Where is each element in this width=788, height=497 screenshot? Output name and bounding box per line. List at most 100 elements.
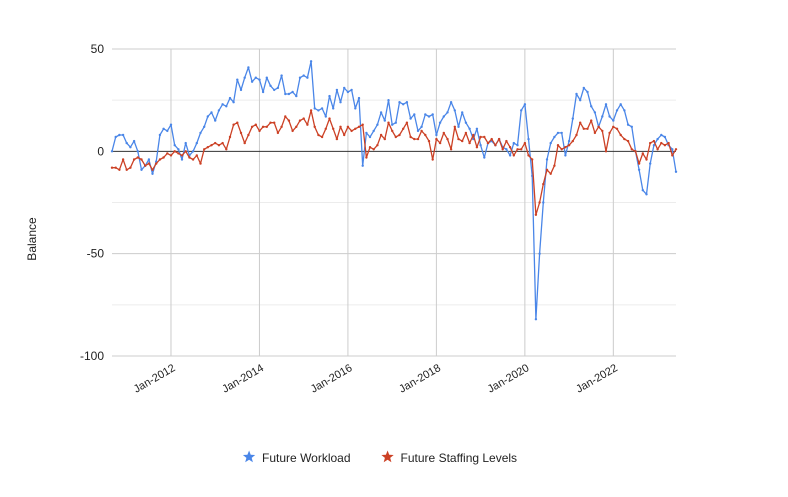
data-point bbox=[556, 131, 560, 135]
data-point bbox=[166, 129, 169, 133]
data-point bbox=[177, 148, 180, 151]
y-tick-label: -100 bbox=[80, 349, 104, 363]
data-point bbox=[520, 109, 523, 112]
data-point bbox=[416, 129, 420, 133]
data-point bbox=[191, 150, 195, 153]
data-point bbox=[538, 252, 541, 255]
data-point bbox=[516, 148, 519, 151]
data-point bbox=[534, 213, 538, 216]
data-point bbox=[453, 125, 456, 128]
data-point bbox=[553, 135, 556, 139]
data-point bbox=[387, 99, 390, 102]
data-point bbox=[132, 158, 136, 161]
data-point bbox=[442, 115, 445, 118]
data-point bbox=[420, 129, 423, 133]
data-point bbox=[586, 90, 589, 94]
data-point bbox=[129, 146, 132, 149]
legend-item-2[interactable]: Future Staffing Levels bbox=[381, 450, 517, 466]
data-point bbox=[652, 139, 656, 143]
data-point bbox=[280, 125, 283, 128]
data-point bbox=[442, 131, 445, 135]
data-point bbox=[118, 168, 121, 171]
data-point bbox=[402, 127, 405, 130]
data-point bbox=[276, 131, 280, 135]
data-point bbox=[527, 137, 530, 141]
data-point bbox=[284, 115, 287, 118]
data-point bbox=[199, 131, 202, 135]
data-point bbox=[497, 137, 501, 141]
data-point bbox=[663, 135, 667, 139]
data-point bbox=[520, 148, 523, 151]
data-point bbox=[309, 60, 313, 63]
data-point bbox=[199, 162, 202, 165]
data-point bbox=[372, 129, 375, 133]
x-tick-label: Jan-2016 bbox=[309, 362, 355, 395]
data-point bbox=[343, 133, 346, 137]
data-point bbox=[280, 74, 283, 77]
data-point bbox=[649, 162, 652, 165]
data-point bbox=[671, 148, 674, 151]
data-point bbox=[398, 101, 401, 104]
data-point bbox=[413, 137, 416, 141]
data-point bbox=[505, 148, 508, 151]
data-point bbox=[261, 90, 265, 94]
data-point bbox=[361, 164, 364, 167]
data-point bbox=[239, 131, 243, 135]
data-point bbox=[475, 127, 479, 130]
y-tick-label: -50 bbox=[87, 247, 105, 261]
data-point bbox=[273, 121, 276, 124]
data-point bbox=[556, 144, 560, 147]
data-point bbox=[508, 154, 512, 157]
data-point bbox=[273, 88, 276, 92]
data-point bbox=[449, 101, 453, 104]
data-point bbox=[250, 125, 254, 128]
data-point bbox=[302, 74, 305, 77]
data-point bbox=[232, 123, 235, 126]
data-point bbox=[660, 141, 663, 145]
data-point bbox=[158, 158, 162, 161]
data-point bbox=[269, 84, 272, 88]
data-point bbox=[461, 139, 464, 143]
data-point bbox=[203, 125, 206, 128]
data-point bbox=[302, 117, 305, 120]
data-point bbox=[391, 123, 394, 126]
data-point bbox=[553, 164, 556, 167]
data-point bbox=[309, 109, 313, 112]
data-point bbox=[435, 137, 438, 141]
data-point bbox=[184, 150, 187, 153]
data-point bbox=[667, 141, 670, 145]
data-point bbox=[357, 125, 361, 128]
data-point bbox=[626, 123, 630, 126]
data-point bbox=[394, 121, 397, 124]
data-point bbox=[674, 170, 678, 173]
data-point bbox=[239, 88, 243, 92]
data-point bbox=[634, 150, 637, 153]
gridlines bbox=[112, 48, 676, 357]
data-point bbox=[490, 137, 493, 141]
data-point bbox=[151, 172, 154, 175]
data-point bbox=[575, 92, 578, 96]
data-point bbox=[656, 137, 659, 141]
data-point bbox=[623, 137, 626, 141]
data-point bbox=[604, 150, 608, 153]
data-point bbox=[350, 88, 353, 92]
data-point bbox=[494, 144, 497, 147]
data-point bbox=[571, 139, 574, 143]
data-point bbox=[295, 94, 298, 98]
data-point bbox=[608, 115, 611, 118]
data-point bbox=[354, 127, 357, 130]
data-point bbox=[118, 133, 121, 137]
data-point bbox=[265, 76, 268, 79]
data-point bbox=[110, 166, 114, 169]
x-axis-tick-labels: Jan-2012 Jan-2014 Jan-2016 Jan-2018 Jan-2020… bbox=[132, 362, 620, 395]
data-point bbox=[162, 127, 165, 130]
data-point bbox=[110, 150, 114, 153]
data-point bbox=[269, 121, 272, 124]
data-point bbox=[593, 111, 597, 114]
data-point bbox=[210, 144, 213, 147]
legend-item-1[interactable]: Future Workload bbox=[242, 450, 351, 466]
data-point bbox=[567, 144, 571, 147]
data-point bbox=[368, 135, 372, 139]
data-point bbox=[254, 123, 257, 126]
data-point bbox=[416, 137, 420, 141]
